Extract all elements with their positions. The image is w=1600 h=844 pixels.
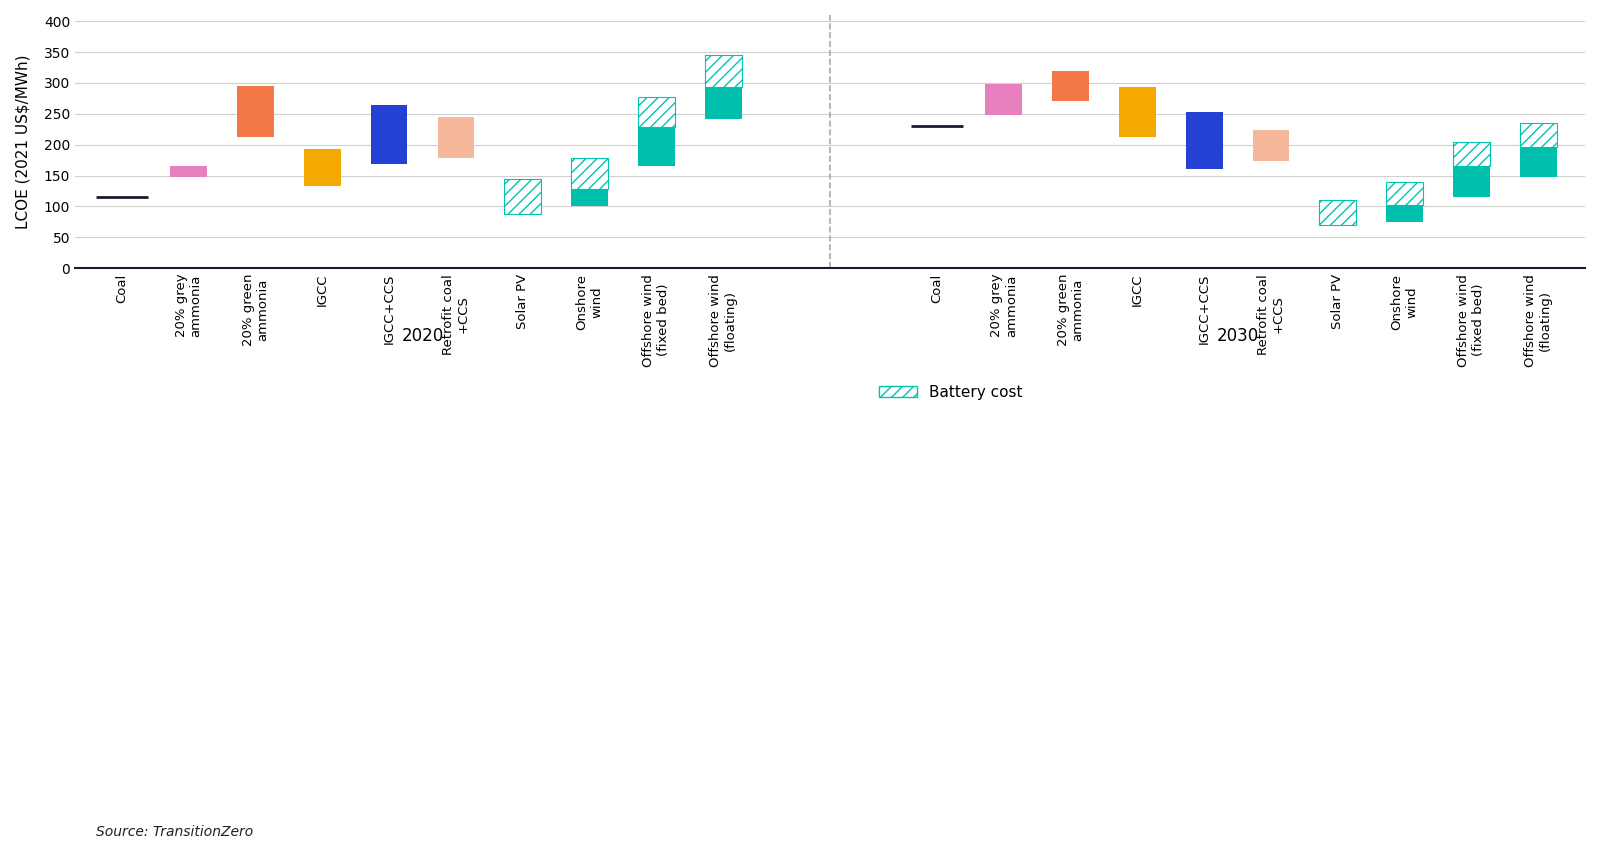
Bar [638, 96, 675, 127]
Bar [571, 159, 608, 189]
Bar [1453, 142, 1490, 166]
Bar [1253, 131, 1290, 161]
Text: 2030: 2030 [1216, 327, 1259, 345]
Bar [1453, 166, 1490, 197]
Bar [1386, 204, 1422, 222]
Bar [986, 84, 1022, 115]
Bar [1520, 123, 1557, 147]
Text: 2020: 2020 [402, 327, 443, 345]
Bar [571, 159, 608, 189]
Text: Source: TransitionZero: Source: TransitionZero [96, 825, 253, 839]
Legend: Battery cost: Battery cost [878, 385, 1022, 400]
Bar [1520, 123, 1557, 147]
Bar [1386, 181, 1422, 204]
Bar [704, 55, 741, 87]
Bar [1053, 71, 1090, 101]
Bar [504, 179, 541, 214]
Y-axis label: LCOE (2021 US$/MWh): LCOE (2021 US$/MWh) [14, 54, 30, 229]
Bar [571, 189, 608, 207]
Bar [437, 117, 474, 159]
Bar [704, 87, 741, 119]
Bar [1453, 142, 1490, 166]
Bar [170, 166, 206, 176]
Bar [1186, 112, 1222, 170]
Bar [1320, 200, 1357, 225]
Bar [1118, 87, 1155, 137]
Bar [1386, 181, 1422, 204]
Bar [704, 55, 741, 87]
Bar [237, 86, 274, 137]
Bar [371, 105, 408, 165]
Bar [638, 127, 675, 166]
Bar [504, 179, 541, 214]
Bar [304, 149, 341, 186]
Bar [1520, 147, 1557, 176]
Bar [1320, 200, 1357, 225]
Bar [638, 96, 675, 127]
